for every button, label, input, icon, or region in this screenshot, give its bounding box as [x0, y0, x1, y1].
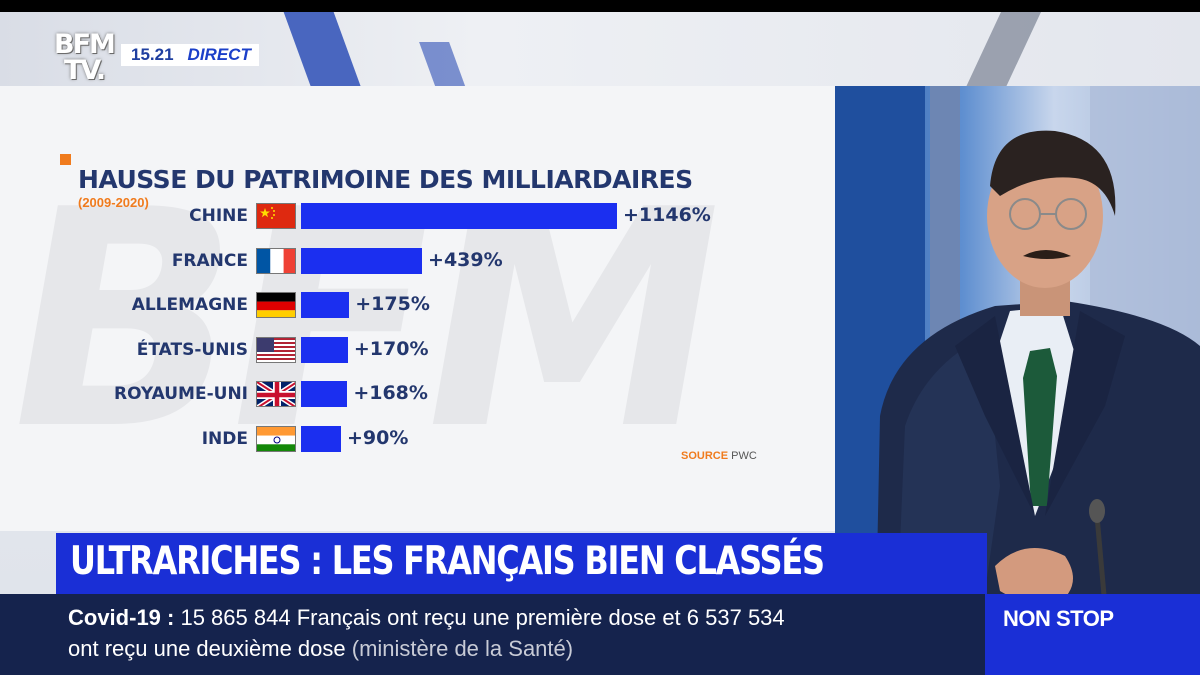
- chart-subtitle: (2009-2020): [78, 195, 149, 210]
- category-label: ÉTATS-UNIS: [136, 339, 248, 360]
- category-label: CHINE: [189, 206, 248, 226]
- value-label: +90%: [347, 427, 409, 449]
- chart-title: HAUSSE DU PATRIMOINE DES MILLIARDAIRES: [78, 165, 693, 194]
- bar: [301, 292, 350, 319]
- chart-source: SOURCE PWC: [681, 450, 757, 462]
- india-flag-icon: [256, 426, 296, 452]
- value-label: +439%: [428, 248, 503, 271]
- category-label: INDE: [201, 429, 248, 449]
- bar: [301, 426, 341, 452]
- chart-panel: BFM HAUSSE DU PATRIMOINE DES MILLIARDAIR…: [0, 86, 835, 531]
- ticker-line-1: Covid-19 : 15 865 844 Français ont reçu …: [68, 605, 785, 631]
- title-marker-icon: [60, 154, 71, 165]
- france-flag-icon: [256, 247, 296, 274]
- value-label: +175%: [355, 293, 430, 316]
- bar: [301, 336, 348, 363]
- headline-text: ULTRARICHES : LES FRANÇAIS BIEN CLASSÉS: [70, 539, 825, 584]
- china-flag-icon: [256, 203, 296, 229]
- germany-flag-icon: [256, 292, 296, 319]
- usa-flag-icon: [256, 336, 296, 363]
- presenter-image: [875, 130, 1200, 663]
- ticker-source: (ministère de la Santé): [351, 636, 574, 661]
- clock-time: 15.21: [121, 44, 184, 66]
- live-clock: 15.21 DIRECT: [121, 44, 259, 66]
- bar: [301, 247, 423, 274]
- value-label: +170%: [353, 337, 429, 360]
- live-status: DIRECT: [183, 44, 259, 66]
- category-label: ROYAUME-UNI: [114, 384, 248, 405]
- value-label: +1146%: [623, 204, 711, 226]
- ticker-title: Covid-19 :: [68, 605, 175, 630]
- nonstop-label: NON STOP: [1003, 606, 1114, 631]
- bar: [301, 203, 617, 229]
- uk-flag-icon: [256, 381, 296, 408]
- source-value: PWC: [731, 450, 757, 462]
- category-label: ALLEMAGNE: [131, 295, 248, 316]
- bfmtv-logo: BFM TV.: [54, 29, 116, 86]
- ticker-text-2: ont reçu une deuxième dose: [68, 636, 346, 661]
- nonstop-badge: NON STOP: [985, 594, 1200, 675]
- headline-banner: ULTRARICHES : LES FRANÇAIS BIEN CLASSÉS: [56, 533, 987, 594]
- category-label: FRANCE: [171, 250, 248, 271]
- bar: [301, 381, 348, 408]
- source-label: SOURCE: [681, 450, 729, 462]
- ticker-line-2: ont reçu une deuxième dose (ministère de…: [68, 636, 573, 662]
- ticker-text-1: 15 865 844 Français ont reçu une premièr…: [174, 605, 785, 630]
- value-label: +168%: [353, 382, 428, 405]
- news-ticker: [0, 594, 985, 675]
